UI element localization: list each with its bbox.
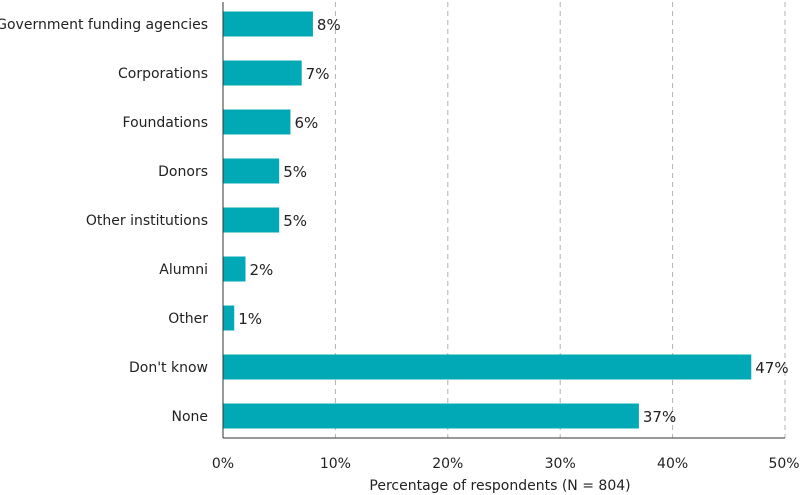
x-axis-title: Percentage of respondents (N = 804) [369, 478, 630, 494]
value-labels: 8% 7% 6% 5% 5% 2% 1% 47% 37% [238, 16, 788, 426]
category-label-5: Alumni [159, 262, 208, 278]
value-label-6: 1% [238, 310, 262, 328]
x-tick-label-50: 50% [768, 456, 799, 472]
bar-0 [223, 11, 313, 37]
tick-labels: 0% 10% 20% 30% 40% 50% [212, 456, 800, 472]
x-tick-label-40: 40% [657, 456, 688, 472]
bar-5 [223, 256, 246, 282]
bar-2 [223, 109, 291, 135]
category-labels: Government funding agencies Corporations F… [0, 17, 208, 425]
value-label-7: 47% [755, 359, 788, 377]
bars [223, 11, 752, 429]
category-label-1: Corporations [118, 66, 208, 82]
category-label-2: Foundations [123, 115, 208, 131]
bar-6 [223, 305, 235, 331]
value-label-4: 5% [283, 212, 307, 230]
bar-1 [223, 60, 302, 86]
bar-8 [223, 403, 639, 429]
x-tick-label-0: 0% [212, 456, 234, 472]
category-label-3: Donors [158, 164, 208, 180]
category-label-0: Government funding agencies [0, 17, 208, 33]
x-tick-label-20: 20% [432, 456, 463, 472]
bar-3 [223, 158, 280, 184]
x-tick-label-10: 10% [320, 456, 351, 472]
value-label-8: 37% [643, 408, 676, 426]
value-label-0: 8% [317, 16, 341, 34]
category-label-6: Other [168, 311, 208, 327]
value-label-2: 6% [294, 114, 318, 132]
category-label-7: Don't know [129, 360, 208, 376]
bar-4 [223, 207, 280, 233]
bar-7 [223, 354, 752, 380]
value-label-1: 7% [306, 65, 330, 83]
value-label-3: 5% [283, 163, 307, 181]
axes [222, 2, 785, 439]
category-label-8: None [171, 409, 208, 425]
value-label-5: 2% [249, 261, 273, 279]
x-tick-label-30: 30% [545, 456, 576, 472]
category-label-4: Other institutions [86, 213, 208, 229]
